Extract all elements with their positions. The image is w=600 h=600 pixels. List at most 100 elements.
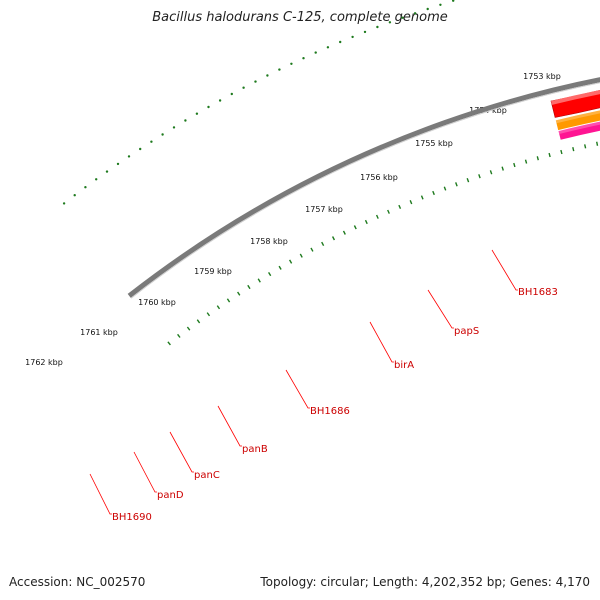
gene-label: BH1686 — [310, 406, 350, 417]
ruler-dot — [62, 202, 66, 205]
inner-tick — [478, 174, 481, 179]
ruler-dot — [105, 170, 109, 173]
label-leader-line — [89, 473, 112, 515]
inner-tick — [572, 147, 575, 152]
ruler-dot — [314, 51, 317, 54]
ruler-dot — [326, 46, 330, 49]
reverse-gene-highlight — [555, 110, 600, 124]
inner-tick — [321, 241, 325, 247]
inner-tick — [375, 214, 379, 219]
inner-tick — [501, 166, 504, 171]
ruler-dot — [388, 21, 392, 24]
ruler-label: 1762 kbp — [25, 358, 63, 367]
ruler-dot — [195, 112, 199, 115]
ruler-dot — [150, 140, 153, 143]
ruler-dot — [207, 105, 210, 109]
inner-tick — [353, 225, 357, 230]
ruler-label: 1758 kbp — [250, 237, 288, 246]
ruler-dot — [401, 16, 404, 19]
inner-tick-track — [167, 141, 599, 346]
label-leader-line — [133, 451, 157, 493]
inner-tick — [268, 272, 272, 277]
inner-tick — [237, 291, 241, 296]
inner-tick — [596, 141, 599, 146]
inner-tick — [257, 278, 261, 283]
inner-tick — [247, 284, 251, 290]
gene-label-leaders — [89, 249, 518, 515]
inner-tick — [310, 247, 314, 252]
ruler-dot — [376, 25, 379, 29]
inner-tick — [364, 219, 368, 225]
inner-tick — [342, 230, 346, 235]
ruler-dot — [230, 92, 233, 96]
ruler-label: 1759 kbp — [194, 267, 232, 276]
ruler-dot — [218, 99, 222, 102]
inner-tick — [584, 144, 587, 149]
label-leader-line — [285, 369, 310, 409]
reverse-strand-genes — [555, 110, 600, 140]
inner-tick — [432, 190, 435, 196]
ruler-dot — [339, 40, 342, 44]
label-leader-line — [427, 289, 454, 329]
genome-backbone-edge — [130, 82, 600, 299]
genome-backbone — [127, 77, 600, 298]
reverse-gene-highlight — [558, 121, 600, 134]
inner-tick — [560, 149, 563, 155]
inner-tick — [536, 156, 539, 161]
gene-labels: BH1683 papS birA BH1686 panB panC panD BH1690 — [112, 287, 558, 523]
ruler-dot — [73, 194, 76, 197]
inner-tick — [177, 333, 181, 338]
ruler-dot — [266, 74, 269, 77]
inner-tick — [524, 159, 528, 164]
inner-tick — [299, 253, 303, 258]
label-leader-line — [217, 405, 242, 447]
inner-tick — [455, 182, 458, 187]
gene-label: papS — [454, 326, 479, 337]
ruler-dot — [127, 155, 131, 158]
inner-tick — [443, 186, 447, 191]
ruler-label: 1760 kbp — [138, 298, 176, 307]
ruler-dot — [426, 7, 429, 11]
inner-tick — [331, 236, 336, 241]
ruler-label: 1757 kbp — [305, 205, 343, 214]
inner-tick — [387, 209, 390, 214]
ruler-dot — [116, 162, 120, 166]
forward-gene-highlight — [551, 89, 600, 105]
gene-label: panC — [194, 470, 220, 481]
inner-tick — [186, 326, 191, 331]
gene-label: panB — [242, 444, 268, 455]
map-title: Bacillus halodurans C-125, complete geno… — [152, 10, 448, 25]
ruler-label: 1753 kbp — [523, 72, 561, 81]
inner-tick — [216, 305, 221, 310]
ruler-dot — [413, 12, 417, 15]
gene-label: panD — [157, 490, 184, 501]
label-leader-line — [491, 249, 518, 291]
ruler-dot — [302, 57, 305, 60]
ruler-dot — [95, 178, 98, 181]
label-leader-line — [169, 431, 194, 473]
gene-label: BH1683 — [518, 287, 558, 298]
ruler-dot — [184, 119, 187, 122]
inner-tick — [206, 312, 211, 317]
ruler-label: 1756 kbp — [360, 173, 398, 182]
ruler-dot — [139, 147, 142, 151]
ruler-dot — [351, 35, 354, 39]
accession-text: Accession: NC_002570 — [9, 575, 146, 589]
inner-tick — [409, 200, 413, 205]
inner-tick — [196, 319, 201, 324]
ruler-dot — [161, 133, 164, 136]
inner-tick — [167, 341, 171, 346]
ruler-dot — [254, 80, 257, 83]
gene-label: birA — [394, 360, 414, 371]
inner-tick — [548, 152, 551, 158]
ruler-dot — [452, 0, 455, 2]
ruler-dot — [278, 68, 281, 71]
ruler-dot — [290, 62, 293, 65]
gene-label: BH1690 — [112, 512, 152, 523]
reverse-gene-magenta-gene — [558, 121, 600, 140]
ruler-label: 1761 kbp — [80, 328, 118, 337]
inner-tick — [226, 298, 231, 303]
ruler-label: 1755 kbp — [415, 139, 453, 148]
